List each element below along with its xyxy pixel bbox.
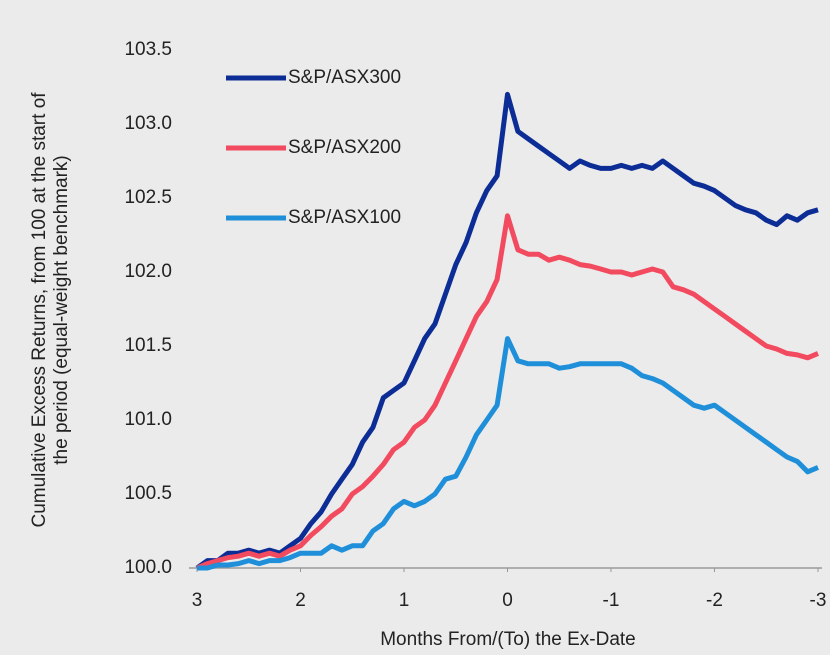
y-tick-label: 101.0 (124, 409, 172, 430)
x-label: Months From/(To) the Ex-Date (380, 629, 636, 650)
y-label: Cumulative Excess Returns, from 100 at t… (29, 92, 72, 528)
series-line (197, 336, 819, 571)
legend-label: S&P/ASX100 (288, 207, 401, 228)
series-line (196, 213, 819, 571)
x-tick-label: -3 (810, 590, 827, 611)
y-tick-label: 100.0 (124, 557, 172, 578)
y-tick-label: 102.5 (124, 187, 172, 208)
y-label-line: the period (equal-weight benchmark) (51, 155, 72, 464)
series-line (195, 91, 819, 571)
y-label-line: Cumulative Excess Returns, from 100 at t… (29, 92, 50, 528)
x-tick-label: -2 (706, 590, 723, 611)
x-tick-label: 1 (399, 590, 410, 611)
y-tick-label: 101.5 (124, 335, 172, 356)
y-tick-label: 103.0 (124, 113, 172, 134)
x-tick-label: 0 (502, 590, 513, 611)
y-tick-label: 103.5 (124, 39, 172, 60)
y-tick-label: 100.5 (124, 483, 172, 504)
x-tick-label: 2 (295, 590, 306, 611)
x-tick-label: 3 (192, 590, 203, 611)
y-tick-label: 102.0 (124, 261, 172, 282)
legend-label: S&P/ASX300 (288, 67, 401, 88)
legend-label: S&P/ASX200 (288, 137, 401, 158)
x-tick-label: -1 (603, 590, 620, 611)
